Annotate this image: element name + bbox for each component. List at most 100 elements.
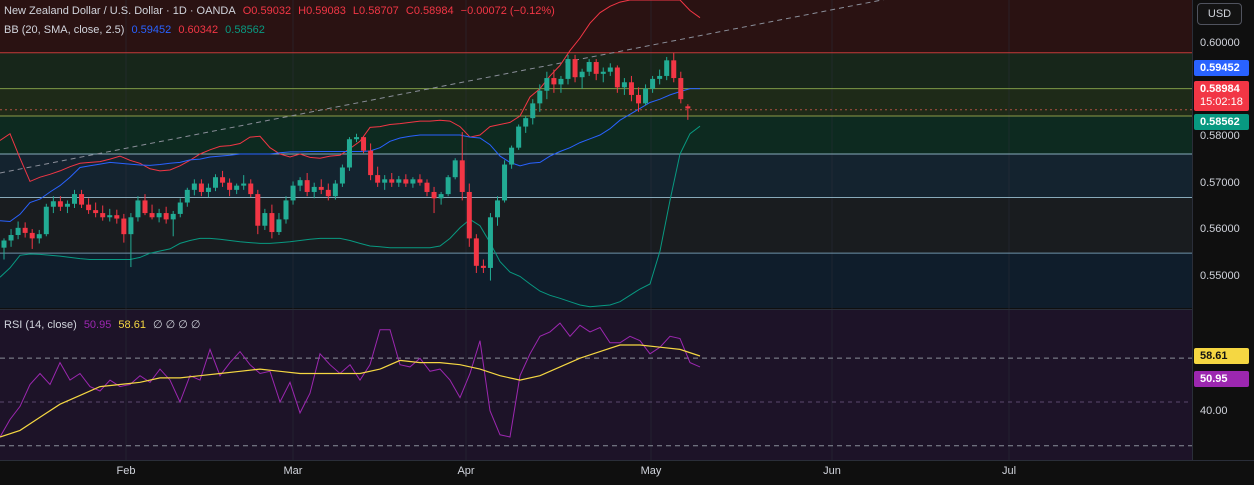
candle-body: [135, 200, 141, 218]
candle-body: [558, 78, 564, 85]
candle-body: [93, 210, 99, 214]
price-tick: 0.56000: [1200, 223, 1240, 235]
time-label-jul: Jul: [1001, 465, 1017, 477]
bb-lower-line: [0, 125, 701, 308]
rsi-tick: 40.00: [1200, 405, 1228, 417]
candle-body: [213, 177, 218, 188]
time-axis[interactable]: [0, 460, 1254, 485]
candle-body: [671, 60, 677, 79]
candle-body: [382, 179, 388, 183]
candle-body: [389, 179, 395, 183]
bb-legend[interactable]: BB (20, SMA, close, 2.5) 0.59452 0.60342…: [4, 24, 269, 36]
bb-basis-price-tag: 0.59452: [1194, 60, 1249, 76]
last-price-value: 0.58984: [1200, 83, 1240, 95]
candle-body: [523, 118, 529, 127]
candle-body: [621, 82, 627, 88]
price-zone: [0, 154, 1192, 198]
candle-body: [459, 160, 465, 192]
candle-body: [191, 183, 197, 190]
pane-divider[interactable]: [0, 309, 1192, 310]
candle-body: [375, 175, 381, 183]
candle-body: [650, 78, 656, 89]
candle-body: [502, 164, 508, 201]
rsi-ma-tag: 58.61: [1194, 348, 1249, 364]
price-tick: 0.55000: [1200, 270, 1240, 282]
price-zone: [0, 253, 1192, 308]
candle-body: [565, 59, 571, 79]
candle-body: [234, 185, 240, 190]
bb-upper-value: 0.60342: [178, 24, 219, 36]
candle-body: [572, 59, 578, 78]
candle-body: [269, 213, 275, 233]
rsi-value-tag: 50.95: [1194, 371, 1249, 387]
candle-body: [600, 71, 606, 74]
time-label-mar: Mar: [283, 465, 303, 477]
rsi-legend-label: RSI (14, close): [4, 319, 77, 331]
candle-body: [79, 194, 85, 205]
candle-body: [311, 186, 317, 192]
candle-body: [410, 179, 416, 184]
candle-body: [495, 200, 500, 218]
rsi-ma-value: 58.61: [118, 319, 146, 331]
candle-body: [614, 67, 620, 88]
candle-body: [1, 240, 7, 248]
candle-body: [607, 67, 613, 72]
candle-body: [198, 183, 204, 192]
candle-body: [551, 78, 557, 85]
price-chart-svg[interactable]: [0, 0, 1192, 460]
candle-body: [361, 137, 367, 151]
currency-button[interactable]: USD: [1197, 3, 1242, 25]
candle-body: [593, 62, 599, 74]
ohlc-close: C0.58984: [405, 5, 454, 17]
candle-body: [43, 206, 49, 235]
candle-body: [156, 213, 162, 218]
candle-body: [297, 180, 303, 186]
time-label-jun: Jun: [823, 465, 841, 477]
rsi-ma-line: [0, 344, 701, 438]
candle-body: [438, 194, 444, 199]
candle-body: [325, 189, 331, 197]
chart-area[interactable]: [0, 0, 1192, 484]
candle-body: [262, 213, 268, 226]
candle-body: [657, 75, 663, 79]
candle-body: [579, 71, 585, 78]
time-label-feb: Feb: [116, 465, 136, 477]
time-label-apr: Apr: [457, 465, 475, 477]
price-zone: [0, 116, 1192, 154]
candle-body: [318, 186, 324, 190]
symbol-legend: New Zealand Dollar / U.S. Dollar · 1D · …: [4, 5, 559, 17]
candle-body: [255, 194, 261, 226]
trendline: [0, 0, 885, 174]
candle-body: [241, 183, 247, 186]
bb-lower-price-tag: 0.58562: [1194, 114, 1249, 130]
candle-body: [283, 200, 289, 220]
candle-body: [163, 213, 169, 220]
rsi-value: 50.95: [83, 319, 112, 331]
symbol-title[interactable]: New Zealand Dollar / U.S. Dollar · 1D · …: [4, 5, 236, 17]
candle-body: [72, 194, 77, 204]
candle-body: [227, 182, 233, 190]
candle-body: [107, 215, 113, 218]
candle-body: [473, 238, 479, 266]
candle-body: [8, 235, 14, 241]
ohlc-high: H0.59083: [298, 5, 346, 17]
candle-body: [50, 201, 56, 207]
candle-body: [128, 217, 134, 235]
candle-body: [22, 227, 28, 233]
time-label-may: May: [640, 465, 662, 477]
candle-body: [544, 78, 550, 91]
price-tick: 0.60000: [1200, 37, 1240, 49]
rsi-legend[interactable]: RSI (14, close) 50.95 58.61 ∅ ∅ ∅ ∅: [4, 318, 205, 331]
candle-body: [466, 191, 472, 239]
candle-body: [424, 182, 430, 192]
candle-body: [417, 179, 423, 183]
candle-body: [121, 218, 127, 235]
candle-body: [445, 177, 451, 195]
candle-body: [516, 126, 522, 148]
price-tick: 0.58000: [1200, 130, 1240, 142]
candle-body: [346, 139, 352, 168]
candle-body: [177, 202, 183, 214]
candle-body: [304, 180, 310, 192]
bb-basis-value: 0.59452: [131, 24, 172, 36]
bb-lower-value: 0.58562: [225, 24, 265, 36]
